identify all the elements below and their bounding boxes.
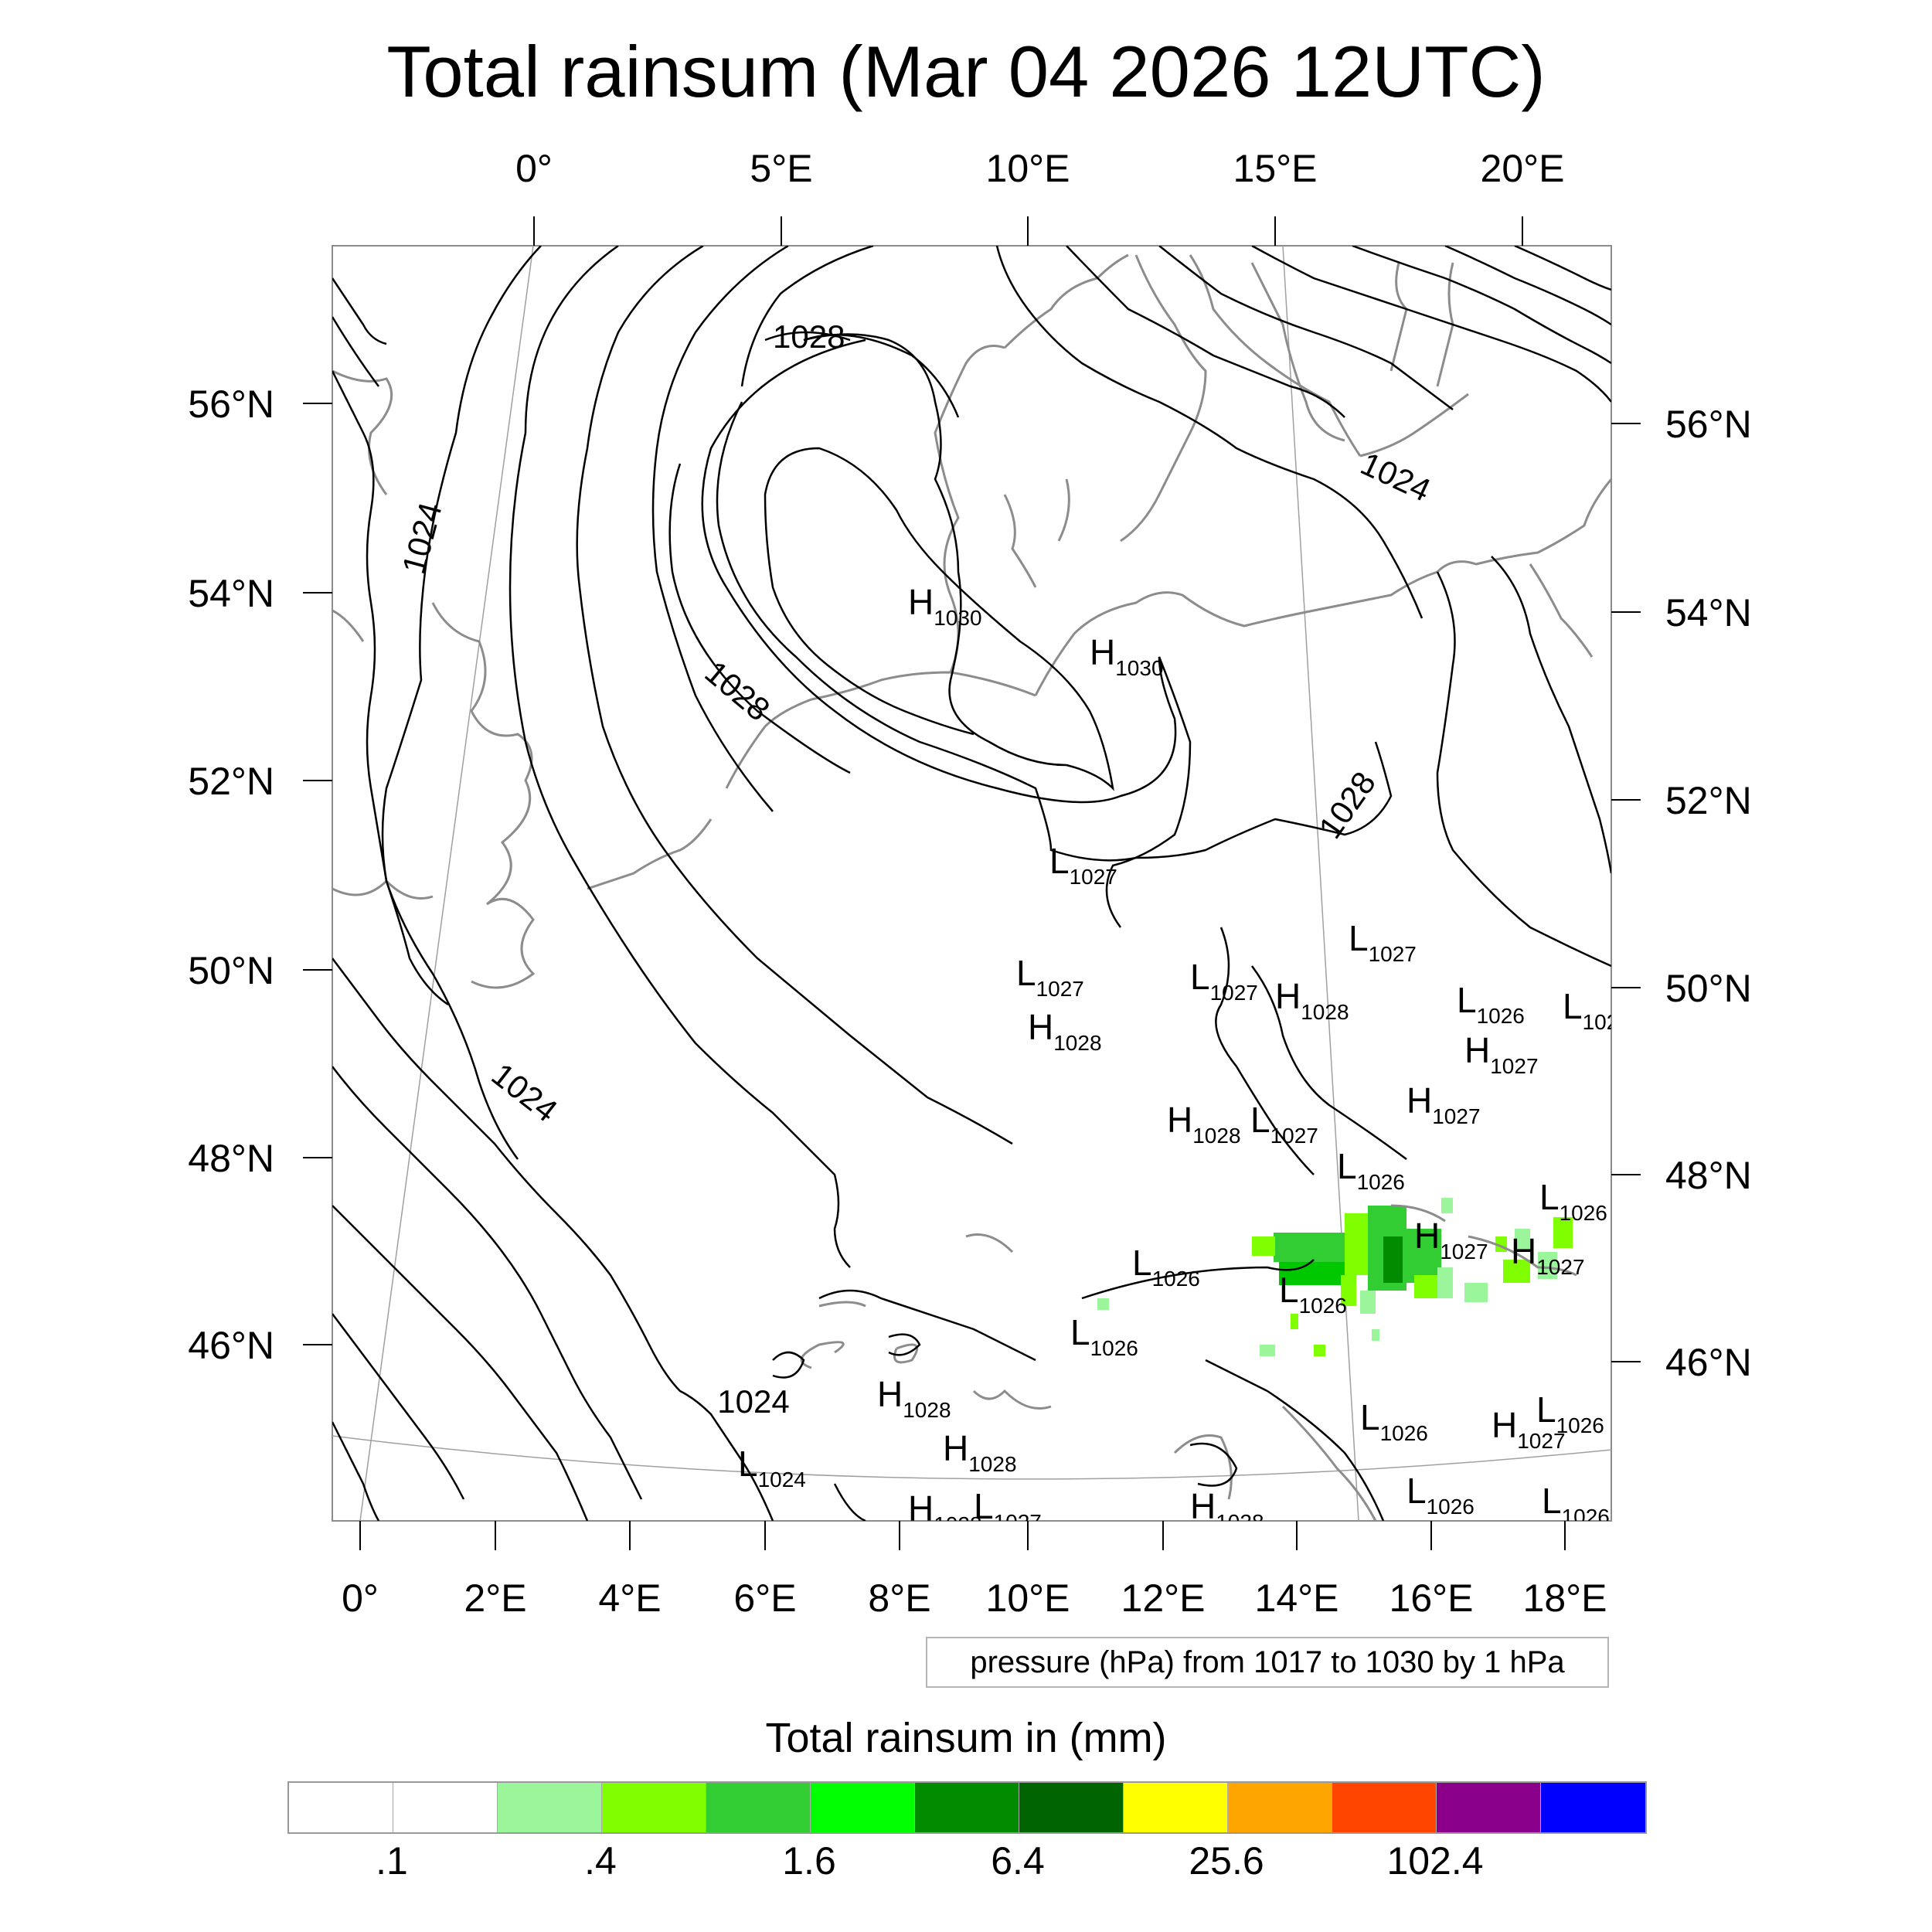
low-pressure-center: L1026: [1279, 1270, 1347, 1318]
high-pressure-center: H1028: [1275, 976, 1349, 1024]
bottom-lon-label: 18°E: [1523, 1577, 1607, 1620]
high-pressure-center: H1030: [908, 582, 982, 630]
colorbar-swatch: [393, 1783, 498, 1832]
high-pressure-center: H1028: [877, 1374, 951, 1422]
low-pressure-center: L1026: [1360, 1397, 1428, 1445]
right-lat-label: 54°N: [1665, 591, 1752, 634]
rain-field: [1097, 1198, 1573, 1356]
colorbar-swatch: [498, 1783, 602, 1832]
right-lat-label: 56°N: [1665, 403, 1752, 446]
map-title: Total rainsum (Mar 04 2026 12UTC): [386, 31, 1546, 112]
low-pressure-center: L1024: [738, 1444, 806, 1492]
axis-ticks: [303, 216, 1641, 1550]
low-pressure-center: L1027: [1190, 957, 1258, 1005]
colorbar-swatch: [1437, 1783, 1541, 1832]
low-pressure-center: L1026: [1457, 980, 1525, 1028]
colorbar-tick-label: .1: [376, 1839, 408, 1883]
low-pressure-center: L1026: [1132, 1243, 1200, 1291]
high-pressure-center: H1028: [1167, 1100, 1241, 1148]
low-pressure-center: L1026: [1542, 1481, 1610, 1529]
left-lat-label: 46°N: [188, 1324, 274, 1367]
colorbar-swatch: [1541, 1783, 1645, 1832]
high-pressure-center: H1028: [908, 1488, 982, 1536]
colorbar-tick-label: 25.6: [1189, 1839, 1264, 1883]
high-pressure-center: H1027: [1511, 1231, 1585, 1279]
colorbar-swatch: [289, 1783, 393, 1832]
colorbar-swatch: [1124, 1783, 1228, 1832]
top-lon-label: 15°E: [1233, 147, 1318, 190]
right-lat-label: 46°N: [1665, 1341, 1752, 1384]
high-pressure-center: H1028: [943, 1428, 1017, 1476]
colorbar-swatch: [1019, 1783, 1124, 1832]
colorbar-swatch: [1332, 1783, 1437, 1832]
low-pressure-center: L1026: [1563, 986, 1631, 1034]
bottom-lon-label: 8°E: [868, 1577, 930, 1620]
colorbar: [287, 1781, 1647, 1834]
colorbar-tick-label: 1.6: [782, 1839, 836, 1883]
low-pressure-center: L1027: [1250, 1100, 1318, 1148]
colorbar-tick-label: 102.4: [1386, 1839, 1484, 1883]
bottom-lon-label: 12°E: [1121, 1577, 1206, 1620]
bottom-lon-label: 0°: [342, 1577, 379, 1620]
right-lat-label: 50°N: [1665, 967, 1752, 1010]
graticule: [332, 246, 1611, 1521]
left-lat-label: 56°N: [188, 383, 274, 426]
low-pressure-center: L1026: [1536, 1389, 1604, 1437]
colorbar-title: Total rainsum in (mm): [765, 1715, 1167, 1761]
high-pressure-center: H1027: [1464, 1030, 1539, 1078]
low-pressure-center: L1026: [1337, 1146, 1405, 1194]
axis-labels: 0° 5°E 10°E 15°E 20°E 0° 2°E 4°E 6°E 8°E 10°E 12°E 1…: [188, 147, 1751, 1620]
colorbar-swatch: [811, 1783, 915, 1832]
bottom-lon-label: 14°E: [1255, 1577, 1339, 1620]
low-pressure-center: L1026: [1406, 1471, 1475, 1519]
low-pressure-center: L1027: [1049, 841, 1117, 889]
colorbar-tick-label: 6.4: [991, 1839, 1045, 1883]
contour-label: 1028: [773, 318, 845, 355]
high-pressure-center: H1028: [1028, 1007, 1102, 1055]
colorbar-swatch: [706, 1783, 811, 1832]
high-pressure-center: H1030: [1090, 632, 1164, 680]
right-lat-label: 52°N: [1665, 779, 1752, 822]
low-pressure-center: L1027: [1016, 953, 1084, 1001]
bottom-lon-label: 2°E: [464, 1577, 526, 1620]
low-pressure-center: L1027: [1349, 918, 1417, 966]
colorbar-swatch: [1228, 1783, 1332, 1832]
colorbar-swatch: [602, 1783, 706, 1832]
high-pressure-center: H1028: [1190, 1486, 1264, 1534]
left-lat-label: 54°N: [188, 572, 274, 615]
left-lat-label: 50°N: [188, 949, 274, 992]
colorbar-tick-label: .4: [584, 1839, 617, 1883]
high-pressure-center: H1027: [1406, 1080, 1481, 1128]
high-pressure-center: H1027: [1414, 1216, 1488, 1264]
bottom-lon-label: 6°E: [733, 1577, 796, 1620]
high-pressure-center: H1027: [1492, 1405, 1566, 1453]
colorbar-swatch: [915, 1783, 1019, 1832]
low-pressure-center: L1026: [1070, 1312, 1138, 1360]
left-lat-label: 48°N: [188, 1137, 274, 1180]
contour-info-label: pressure (hPa) from 1017 to 1030 by 1 hP…: [926, 1637, 1609, 1688]
right-lat-label: 48°N: [1665, 1154, 1752, 1197]
top-lon-label: 0°: [515, 147, 553, 190]
coastlines: [332, 253, 1611, 1521]
colorbar-labels: .1 .4 1.6 6.4 25.6 102.4: [287, 1838, 1655, 1892]
left-lat-label: 52°N: [188, 760, 274, 803]
top-lon-label: 20°E: [1481, 147, 1565, 190]
bottom-lon-label: 10°E: [986, 1577, 1070, 1620]
top-lon-label: 10°E: [986, 147, 1070, 190]
low-pressure-center: L1027: [974, 1486, 1042, 1534]
contour-label: 1024: [717, 1383, 789, 1420]
top-lon-label: 5°E: [750, 147, 812, 190]
isobars: [332, 246, 1611, 1521]
bottom-lon-label: 16°E: [1389, 1577, 1474, 1620]
low-pressure-center: L1026: [1539, 1177, 1607, 1225]
bottom-lon-label: 4°E: [598, 1577, 661, 1620]
map-frame: [332, 245, 1612, 1522]
